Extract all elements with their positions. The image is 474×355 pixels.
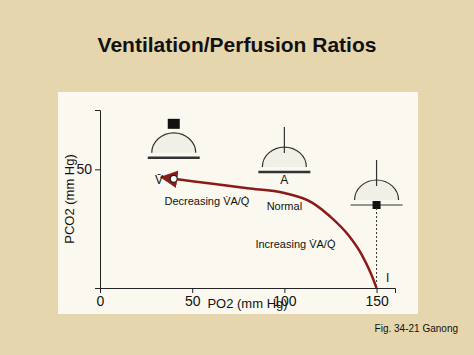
annotation: I <box>386 271 389 285</box>
x-tick-label: 50 <box>185 293 201 309</box>
alveolus-icon <box>351 160 403 209</box>
airway-block <box>168 119 180 129</box>
y-tick-mark <box>95 169 100 170</box>
flow-block <box>373 201 381 209</box>
chart: Ventilation/Perfusion Ratios05010015050P… <box>0 0 474 355</box>
y-tick: 50 <box>76 161 100 177</box>
caption: Fig. 34-21 Ganong <box>375 323 458 334</box>
y-axis-line <box>95 111 101 289</box>
annotation: Decreasing V̇A/Q̇ <box>164 195 249 207</box>
connector <box>376 208 377 282</box>
capillary <box>148 157 200 160</box>
y-axis-title: PCO2 (mm Hg) <box>62 154 77 244</box>
annotations: V̄ A Normal Decreasing V̇A/Q̇ Increasing V̇A… <box>155 173 389 284</box>
x-tick: 0 <box>97 288 105 309</box>
panel <box>58 92 418 314</box>
alveolus-icon <box>148 119 200 158</box>
annotation: V̄ <box>155 173 163 187</box>
airflow <box>376 160 377 186</box>
x-tick-label: 0 <box>97 293 105 309</box>
annotation: A <box>280 173 288 187</box>
alveolus-icon <box>258 127 310 172</box>
title: Ventilation/Perfusion Ratios <box>98 33 377 56</box>
x-axis-line <box>101 289 396 294</box>
background <box>0 0 474 355</box>
airflow <box>284 127 285 153</box>
x-axis-title: PO2 (mm Hg) <box>207 296 287 311</box>
y-tick-label: 50 <box>76 161 92 177</box>
x-tick: 150 <box>365 288 389 309</box>
annotation: Increasing V̇A/Q̇ <box>255 238 336 250</box>
point <box>170 175 177 182</box>
x-tick: 50 <box>185 288 201 309</box>
plot-area <box>170 175 376 288</box>
y-axis: 50 <box>76 111 100 289</box>
alveolus <box>152 133 196 153</box>
x-tick-label: 150 <box>365 293 389 309</box>
annotation: Normal <box>267 200 302 212</box>
